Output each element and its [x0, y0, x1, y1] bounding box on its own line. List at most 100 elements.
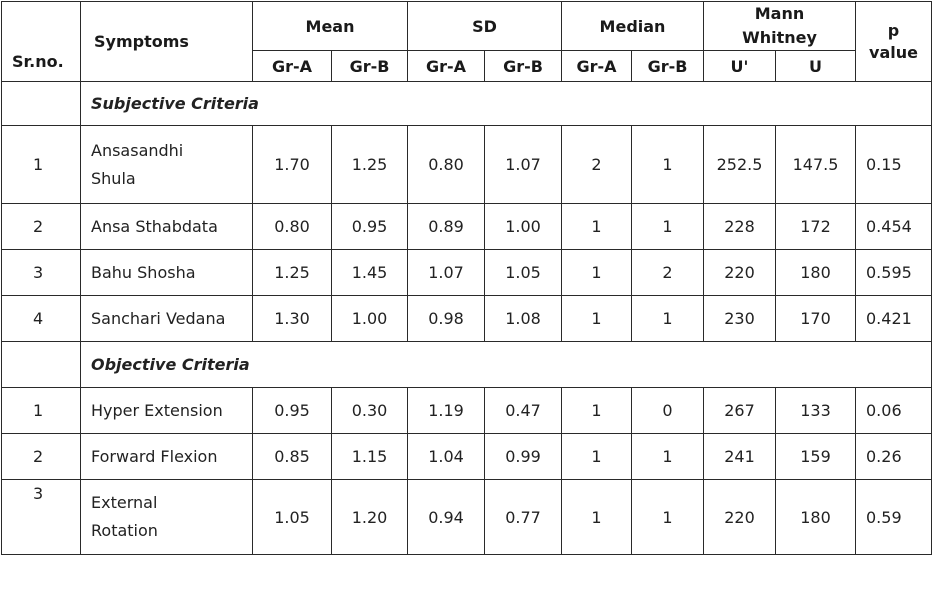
cell-symptom: Sanchari Vedana: [80, 295, 253, 342]
cell-symptom: Forward Flexion: [80, 433, 253, 480]
cell-u-prime: 220: [703, 249, 776, 296]
cell-u-prime: 230: [703, 295, 776, 342]
cell-mean-b: 1.00: [331, 295, 408, 342]
table-row: 3 Bahu Shosha 1.25 1.45 1.07 1.05 1 2 22…: [1, 249, 932, 296]
cell-sd-a: 1.04: [407, 433, 485, 480]
cell-sd-a: 0.80: [407, 125, 485, 204]
cell-symptom: Hyper Extension: [80, 387, 253, 434]
cell-u-prime: 228: [703, 203, 776, 250]
cell-u: 159: [775, 433, 856, 480]
cell-sr: 2: [1, 433, 81, 480]
cell-u-prime: 241: [703, 433, 776, 480]
cell-sr: 3: [1, 249, 81, 296]
results-table: Sr.no. Symptoms Mean SD Median Mann Whit…: [1, 1, 932, 555]
cell-median-a: 1: [561, 387, 632, 434]
table-row: 2 Ansa Sthabdata 0.80 0.95 0.89 1.00 1 1…: [1, 203, 932, 250]
section-empty-cell: [1, 341, 81, 388]
cell-symptom-line-2: Shula: [91, 168, 136, 188]
table-row: 2 Forward Flexion 0.85 1.15 1.04 0.99 1 …: [1, 433, 932, 480]
cell-median-a: 1: [561, 203, 632, 250]
table-row: 1 Ansasandhi Shula 1.70 1.25 0.80 1.07 2…: [1, 125, 932, 204]
cell-p-value: 0.15: [855, 125, 932, 204]
table-row: 3 External Rotation 1.05 1.20 0.94 0.77 …: [1, 479, 932, 555]
cell-u: 180: [775, 249, 856, 296]
cell-symptom-line-1: External: [91, 493, 158, 512]
cell-median-a: 1: [561, 479, 632, 555]
header-u: U: [775, 50, 856, 82]
cell-p-value: 0.454: [855, 203, 932, 250]
section-row: Subjective Criteria: [1, 81, 932, 126]
header-mann-whitney: Mann Whitney: [703, 1, 856, 51]
cell-mean-b: 1.15: [331, 433, 408, 480]
cell-sr: 1: [1, 125, 81, 204]
cell-mean-b: 0.30: [331, 387, 408, 434]
cell-mean-a: 1.05: [252, 479, 332, 555]
cell-p-value: 0.595: [855, 249, 932, 296]
table-row: 1 Hyper Extension 0.95 0.30 1.19 0.47 1 …: [1, 387, 932, 434]
cell-sr: 1: [1, 387, 81, 434]
cell-mean-a: 1.30: [252, 295, 332, 342]
header-median-gr-a: Gr-A: [561, 50, 632, 82]
cell-sd-b: 0.77: [484, 479, 562, 555]
cell-median-a: 1: [561, 249, 632, 296]
cell-sd-a: 0.89: [407, 203, 485, 250]
cell-median-b: 1: [631, 295, 704, 342]
cell-median-a: 1: [561, 433, 632, 480]
cell-sr: 4: [1, 295, 81, 342]
cell-symptom: Ansasandhi Shula: [80, 125, 253, 204]
cell-mean-a: 1.70: [252, 125, 332, 204]
header-value-line: value: [869, 42, 918, 62]
cell-u: 172: [775, 203, 856, 250]
header-p-line: p: [887, 20, 900, 40]
section-title: Subjective Criteria: [80, 81, 932, 126]
cell-symptom: Ansa Sthabdata: [80, 203, 253, 250]
cell-sd-b: 1.05: [484, 249, 562, 296]
cell-sd-a: 1.19: [407, 387, 485, 434]
cell-p-value: 0.06: [855, 387, 932, 434]
section-empty-cell: [1, 81, 81, 126]
header-mean: Mean: [252, 1, 408, 51]
cell-sd-b: 0.47: [484, 387, 562, 434]
cell-u-prime: 252.5: [703, 125, 776, 204]
cell-sd-b: 1.07: [484, 125, 562, 204]
cell-median-b: 0: [631, 387, 704, 434]
cell-p-value: 0.59: [855, 479, 932, 555]
cell-median-b: 1: [631, 203, 704, 250]
header-mean-gr-a: Gr-A: [252, 50, 332, 82]
cell-sd-b: 1.00: [484, 203, 562, 250]
header-sd-gr-b: Gr-B: [484, 50, 562, 82]
cell-symptom: Bahu Shosha: [80, 249, 253, 296]
cell-u: 133: [775, 387, 856, 434]
cell-mean-b: 1.20: [331, 479, 408, 555]
cell-sd-a: 1.07: [407, 249, 485, 296]
cell-sd-a: 0.94: [407, 479, 485, 555]
header-row-1: Sr.no. Symptoms Mean SD Median Mann Whit…: [1, 1, 932, 82]
header-u-prime: U': [703, 50, 776, 82]
cell-u-prime: 220: [703, 479, 776, 555]
cell-mean-a: 0.95: [252, 387, 332, 434]
header-row-2: Gr-A Gr-B Gr-A Gr-B Gr-A Gr-B U' U: [2, 50, 932, 82]
cell-u: 180: [775, 479, 856, 555]
cell-median-b: 1: [631, 479, 704, 555]
cell-mean-b: 0.95: [331, 203, 408, 250]
header-mean-gr-b: Gr-B: [331, 50, 408, 82]
cell-sr: 2: [1, 203, 81, 250]
cell-mean-b: 1.25: [331, 125, 408, 204]
cell-sd-a: 0.98: [407, 295, 485, 342]
cell-median-a: 1: [561, 295, 632, 342]
header-sd-gr-a: Gr-A: [407, 50, 485, 82]
section-title: Objective Criteria: [80, 341, 932, 388]
header-p-value: p value: [855, 1, 932, 82]
table-row: 4 Sanchari Vedana 1.30 1.00 0.98 1.08 1 …: [1, 295, 932, 342]
cell-sd-b: 0.99: [484, 433, 562, 480]
header-symptoms: Symptoms: [80, 1, 253, 82]
header-median: Median: [561, 1, 704, 51]
header-median-gr-b: Gr-B: [631, 50, 704, 82]
header-whitney-line: Whitney: [742, 28, 817, 47]
cell-u: 170: [775, 295, 856, 342]
cell-median-a: 2: [561, 125, 632, 204]
cell-u-prime: 267: [703, 387, 776, 434]
header-srno: Sr.no.: [1, 1, 81, 82]
cell-sr: 3: [1, 479, 81, 555]
cell-median-b: 1: [631, 125, 704, 204]
